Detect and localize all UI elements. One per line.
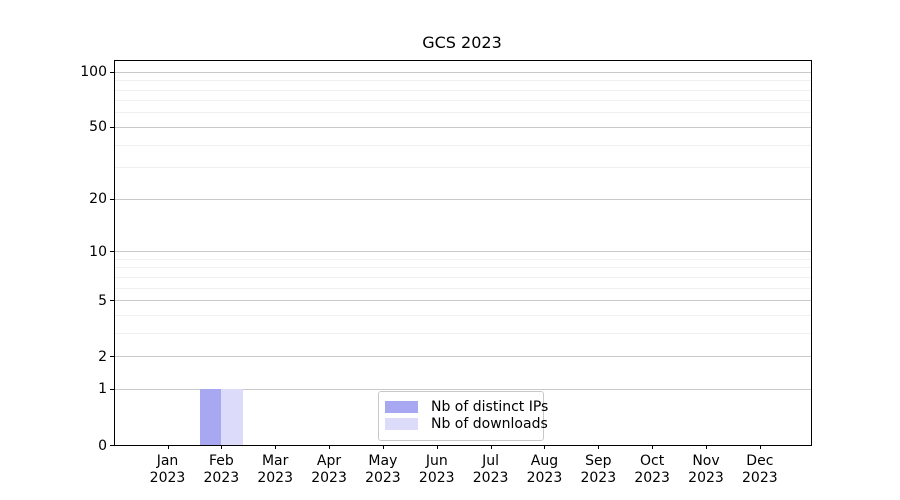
x-tick-label-line: 2023 — [472, 470, 509, 486]
y-tick-mark — [110, 445, 115, 446]
legend-item-distinct-ips: Nb of distinct IPs — [385, 399, 548, 415]
y-tick-label: 2 — [98, 348, 107, 365]
y-tick-mark — [110, 300, 115, 301]
gridline-major — [115, 356, 811, 357]
x-tick-label-line: 2023 — [526, 470, 563, 486]
gridline-minor — [115, 80, 811, 81]
y-tick-mark — [110, 199, 115, 200]
x-tick-label: Jan 2023 — [138, 453, 198, 487]
x-tick-label-line: 2023 — [149, 470, 186, 486]
x-tick-label-line: 2023 — [203, 470, 240, 486]
x-tick-mark — [491, 445, 492, 449]
x-tick-label-line: 2023 — [418, 470, 455, 486]
x-tick-label-line: Sep — [585, 453, 612, 469]
bar-nb-of-distinct-ips-feb-2023 — [199, 388, 222, 445]
x-tick-label-line: 2023 — [742, 470, 778, 486]
x-tick-label: May 2023 — [353, 453, 413, 487]
legend-label-downloads: Nb of downloads — [431, 416, 548, 432]
legend-item-downloads: Nb of downloads — [385, 416, 548, 432]
x-tick-label-line: Nov — [692, 453, 720, 469]
bar-nb-of-downloads-feb-2023 — [221, 388, 243, 445]
gridline-major — [115, 389, 811, 390]
x-tick-label: Dec 2023 — [730, 453, 790, 487]
gridline-minor — [115, 145, 811, 146]
y-tick-mark — [110, 127, 115, 128]
gridline-minor — [115, 333, 811, 334]
x-tick-label-line: 2023 — [257, 470, 293, 486]
x-tick-label-line: Jun — [425, 453, 448, 469]
y-tick-label: 5 — [98, 292, 107, 309]
x-tick-mark — [383, 445, 384, 449]
x-tick-mark — [168, 445, 169, 449]
x-tick-label-line: Dec — [746, 453, 774, 469]
y-tick-label: 10 — [89, 243, 107, 260]
x-tick-mark — [329, 445, 330, 449]
y-tick-label: 1 — [98, 381, 107, 398]
y-tick-mark — [110, 356, 115, 357]
x-tick-label: Apr 2023 — [299, 453, 359, 487]
x-tick-mark — [437, 445, 438, 449]
legend-label-distinct-ips: Nb of distinct IPs — [431, 399, 549, 415]
x-tick-label: Jul 2023 — [461, 453, 521, 487]
x-tick-label-line: Oct — [640, 453, 665, 469]
x-tick-label: Aug 2023 — [514, 453, 574, 487]
x-tick-label: Nov 2023 — [676, 453, 736, 487]
x-tick-label-line: Jul — [482, 453, 500, 469]
x-tick-label-line: Apr — [316, 453, 342, 469]
gridline-major — [115, 199, 811, 200]
gridline-major — [115, 300, 811, 301]
x-tick-label-line: Mar — [261, 453, 289, 469]
x-tick-label: Jun 2023 — [407, 453, 467, 487]
y-tick-label: 100 — [80, 64, 107, 81]
gridline-minor — [115, 259, 811, 260]
x-tick-mark — [652, 445, 653, 449]
x-tick-label-line: 2023 — [634, 470, 670, 486]
legend-swatch-distinct-ips — [385, 401, 418, 413]
x-tick-label-line: 2023 — [311, 470, 347, 486]
gridline-minor — [115, 90, 811, 91]
gridline-minor — [115, 315, 811, 316]
x-tick-mark — [275, 445, 276, 449]
gridline-minor — [115, 167, 811, 168]
x-tick-label-line: Jan — [156, 453, 179, 469]
y-tick-label: 20 — [89, 191, 107, 208]
y-tick-mark — [110, 72, 115, 73]
gridline-minor — [115, 112, 811, 113]
x-tick-label: Feb 2023 — [191, 453, 251, 487]
gridline-major — [115, 251, 811, 252]
y-tick-label: 50 — [89, 119, 107, 136]
x-tick-label-line: 2023 — [365, 470, 401, 486]
x-tick-mark — [544, 445, 545, 449]
gridline-minor — [115, 100, 811, 101]
x-tick-mark — [598, 445, 599, 449]
gridline-major — [115, 127, 811, 128]
x-tick-label-line: 2023 — [688, 470, 724, 486]
x-tick-mark — [221, 445, 222, 449]
x-tick-label-line: May — [368, 453, 398, 469]
y-tick-mark — [110, 389, 115, 390]
x-tick-mark — [760, 445, 761, 449]
plot-area: 0 1 2 5 10 20 50 100 Jan 2023 Feb 2023 Mar 2023 Apr 202… — [80, 60, 812, 486]
x-tick-label-line: Feb — [208, 453, 234, 469]
x-tick-mark — [706, 445, 707, 449]
chart-title: GCS 2023 — [422, 33, 502, 52]
gridline-minor — [115, 288, 811, 289]
x-tick-label-line: 2023 — [580, 470, 617, 486]
y-tick-label: 0 — [98, 437, 107, 454]
x-tick-label: Mar 2023 — [245, 453, 305, 487]
legend-swatch-downloads — [385, 418, 418, 430]
gridline-minor — [115, 277, 811, 278]
gridline-major — [115, 72, 811, 73]
x-tick-label-line: Aug — [530, 453, 559, 469]
gridline-minor — [115, 267, 811, 268]
legend: Nb of distinct IPs Nb of downloads — [378, 391, 548, 441]
x-tick-label: Oct 2023 — [622, 453, 682, 487]
y-tick-mark — [110, 251, 115, 252]
x-tick-label: Sep 2023 — [568, 453, 628, 487]
